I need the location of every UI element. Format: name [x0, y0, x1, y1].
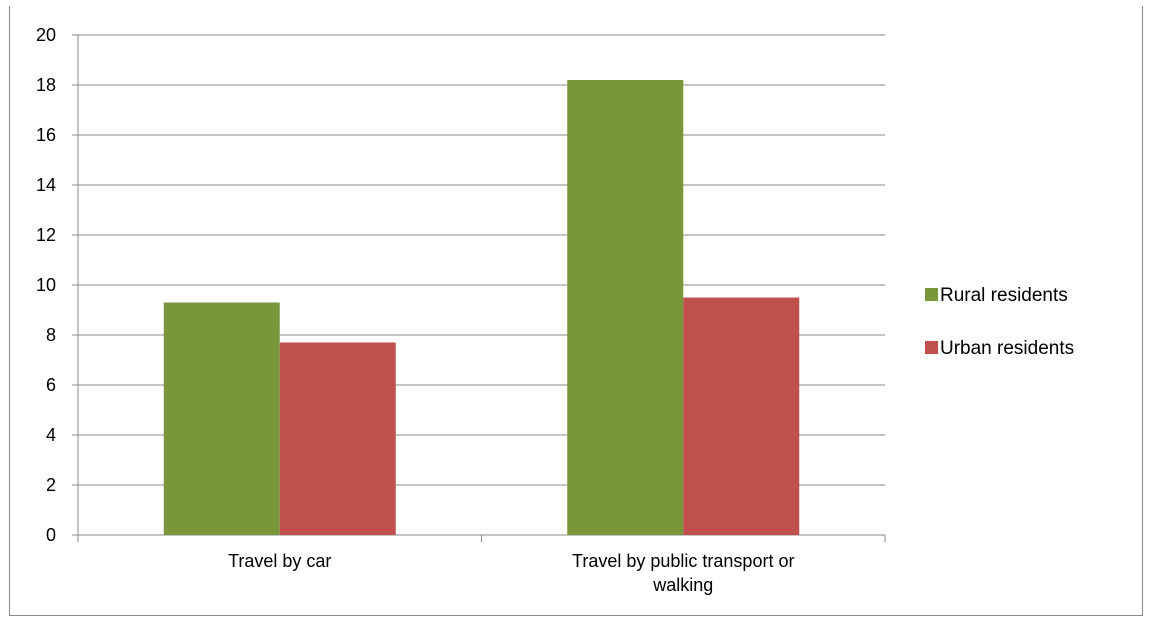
y-tick-label: 2 — [46, 475, 56, 495]
y-tick-label: 6 — [46, 375, 56, 395]
y-tick-label: 4 — [46, 425, 56, 445]
legend-swatch-urban-residents — [925, 341, 938, 354]
legend-label-rural-residents: Rural residents — [940, 285, 1068, 306]
x-category-label: Travel by car — [228, 551, 331, 571]
y-tick-label: 0 — [46, 525, 56, 545]
y-tick-label: 16 — [36, 125, 56, 145]
bar-urban-residents — [279, 342, 396, 535]
bar-rural-residents — [163, 302, 280, 535]
bar-chart: 0 2 4 6 8 10 12 14 16 18 20 Travel by car Travel by … — [36, 25, 1074, 595]
y-tick-label: 12 — [36, 225, 56, 245]
y-tick-label: 18 — [36, 75, 56, 95]
bar-urban-residents — [683, 297, 800, 535]
legend-label-urban-residents: Urban residents — [940, 338, 1074, 359]
y-tick-label: 20 — [36, 25, 56, 45]
y-tick-label: 14 — [36, 175, 56, 195]
bar-rural-residents — [567, 80, 684, 535]
legend-swatch-rural-residents — [925, 288, 938, 301]
chart-frame: 0 2 4 6 8 10 12 14 16 18 20 Travel by car Travel by … — [9, 6, 1143, 616]
x-category-label: Travel by public transport or walking — [572, 551, 794, 595]
y-tick-label: 10 — [36, 275, 56, 295]
y-tick-label: 8 — [46, 325, 56, 345]
